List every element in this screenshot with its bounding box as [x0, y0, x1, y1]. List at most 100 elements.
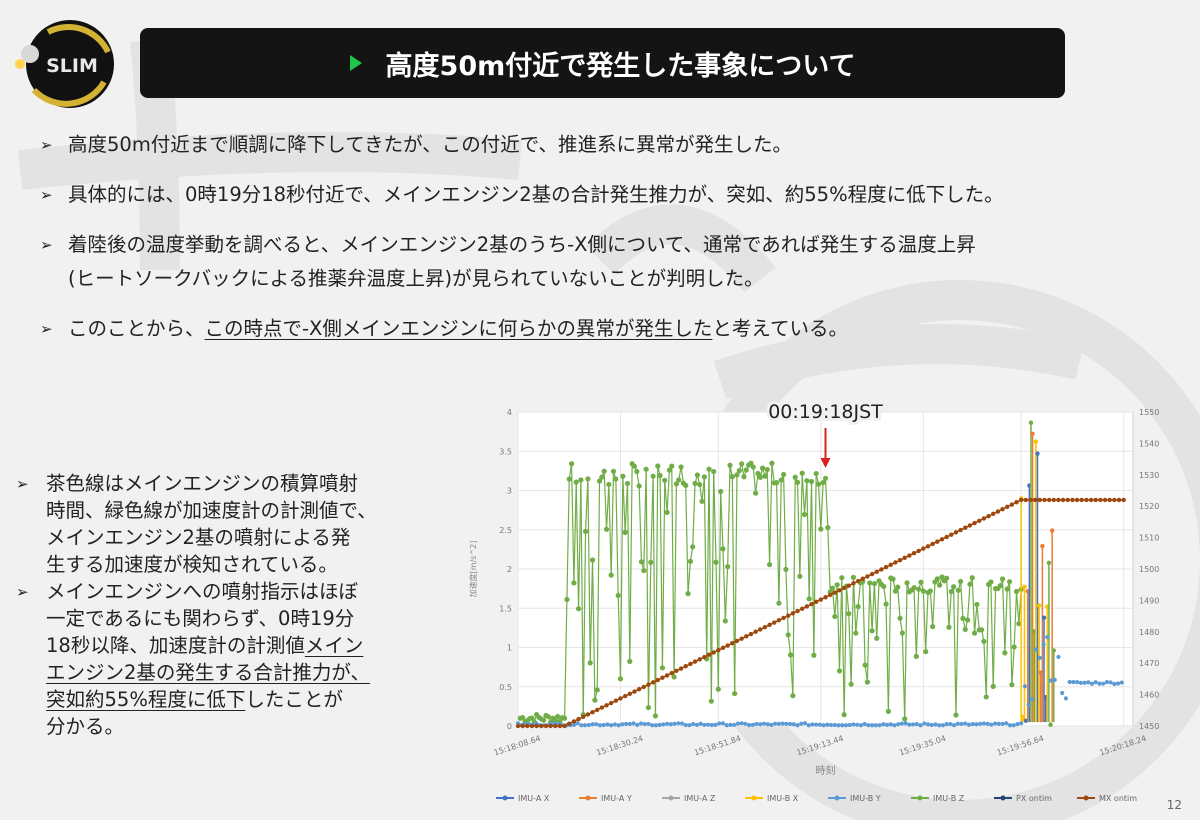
- data-point: [916, 586, 922, 592]
- data-point: [896, 722, 901, 727]
- note-line: 突如約55%程度に低下したことが: [46, 686, 370, 713]
- series-line-segment: [664, 480, 668, 513]
- data-point: [1028, 420, 1034, 425]
- data-point: [1060, 690, 1065, 696]
- data-point: [615, 592, 621, 599]
- data-point: [813, 470, 819, 477]
- data-point: [990, 683, 996, 689]
- y-tick-label: 2.5: [499, 526, 512, 535]
- series-line-segment: [692, 483, 696, 547]
- legend-marker: [585, 795, 591, 801]
- data-point: [899, 721, 905, 726]
- data-point: [743, 721, 748, 726]
- series-line-segment: [731, 476, 736, 694]
- data-point: [866, 723, 871, 728]
- y2-tick-label: 1520: [1139, 502, 1159, 511]
- series-line-segment: [850, 577, 855, 685]
- data-point: [888, 722, 893, 727]
- series-line-segment: [717, 491, 722, 690]
- data-point: [668, 722, 673, 727]
- data-point: [699, 498, 705, 504]
- legend-label: IMU-A X: [518, 794, 550, 803]
- data-point: [806, 596, 812, 602]
- data-point: [627, 721, 632, 727]
- note-item: ➢ 茶色線はメインエンジンの積算噴射 時間、緑色線が加速度計の計測値で、 メイン…: [16, 470, 456, 578]
- legend-marker: [502, 795, 508, 801]
- series-line-segment: [967, 584, 971, 621]
- legend-label: IMU-A Z: [684, 794, 716, 803]
- data-point: [739, 461, 745, 467]
- series-line-segment: [652, 476, 657, 716]
- series-line-segment: [841, 577, 845, 715]
- data-point: [1030, 431, 1035, 437]
- data-point: [1006, 579, 1013, 585]
- data-point: [1037, 655, 1042, 661]
- series-line-segment: [953, 586, 957, 716]
- data-point: [1088, 497, 1094, 503]
- legend-marker: [834, 795, 840, 801]
- data-point: [1108, 680, 1113, 685]
- data-point: [787, 652, 794, 658]
- bullet-item: ➢ 高度50m付近まで順調に降下してきたが、この付近で、推進系に異常が発生した。: [40, 126, 1200, 164]
- y-tick-label: 3: [507, 487, 512, 496]
- data-point: [1004, 721, 1009, 726]
- data-point: [1048, 722, 1053, 728]
- series-line-segment: [577, 479, 582, 609]
- series-line-segment: [687, 561, 691, 594]
- series-line-segment: [869, 582, 873, 631]
- y2-tick-label: 1460: [1139, 691, 1159, 700]
- series-line-segment: [932, 581, 936, 627]
- data-point: [903, 721, 908, 726]
- y2-tick-label: 1530: [1139, 471, 1159, 480]
- data-point: [766, 562, 773, 568]
- series-landing-spikes: [1018, 420, 1056, 728]
- data-point: [623, 721, 629, 727]
- data-point: [679, 721, 685, 726]
- bullet-text: 着陸後の温度挙動を調べると、メインエンジン2基のうち-X側について、通常であれば…: [68, 233, 976, 256]
- data-point: [769, 722, 774, 728]
- arrow-bullet-icon: ➢: [40, 136, 53, 154]
- data-point: [743, 467, 749, 473]
- series-line-segment: [615, 478, 619, 596]
- data-point: [911, 585, 917, 591]
- data-point: [794, 479, 801, 485]
- data-point: [664, 721, 670, 726]
- data-point: [590, 722, 595, 727]
- y-tick-label: 2: [507, 565, 512, 574]
- data-point: [1015, 722, 1020, 727]
- data-point: [1037, 497, 1043, 503]
- series-line-segment: [645, 469, 650, 708]
- data-point: [918, 723, 923, 728]
- data-point: [1052, 677, 1057, 682]
- data-point: [1035, 451, 1040, 456]
- y2-tick-label: 1480: [1139, 628, 1159, 637]
- data-point: [869, 723, 875, 728]
- data-point: [955, 721, 960, 726]
- series-line-segment: [955, 590, 959, 716]
- data-point: [1026, 702, 1031, 707]
- series-line-segment: [985, 584, 990, 697]
- data-point: [1082, 680, 1087, 685]
- underlined-emphasis: この時点で-X側メインエンジンに何らかの異常が発生した: [204, 317, 713, 340]
- series-line-segment: [913, 587, 917, 657]
- data-point: [996, 721, 1001, 726]
- data-point: [582, 723, 588, 728]
- data-point: [650, 473, 656, 479]
- series-line-segment: [836, 584, 841, 671]
- data-point: [520, 723, 525, 729]
- series-line-segment: [922, 591, 927, 652]
- chart-explanation-notes: ➢ 茶色線はメインエンジンの積算噴射 時間、緑色線が加速度計の計測値で、 メイン…: [16, 470, 456, 740]
- data-point: [579, 723, 584, 728]
- data-point: [811, 652, 817, 658]
- y-tick-label: 0: [507, 722, 512, 731]
- note-item: ➢ メインエンジンへの噴射指示はほぼ 一定であるにも関わらず、0時19分 18秒…: [16, 578, 456, 740]
- data-point: [720, 721, 726, 726]
- data-point: [678, 464, 684, 470]
- data-point: [610, 468, 617, 474]
- data-point: [974, 601, 980, 608]
- series-line-segment: [901, 633, 906, 719]
- data-point: [1033, 647, 1039, 652]
- data-point: [918, 579, 924, 585]
- series-line-segment: [566, 479, 570, 600]
- data-point: [873, 723, 878, 728]
